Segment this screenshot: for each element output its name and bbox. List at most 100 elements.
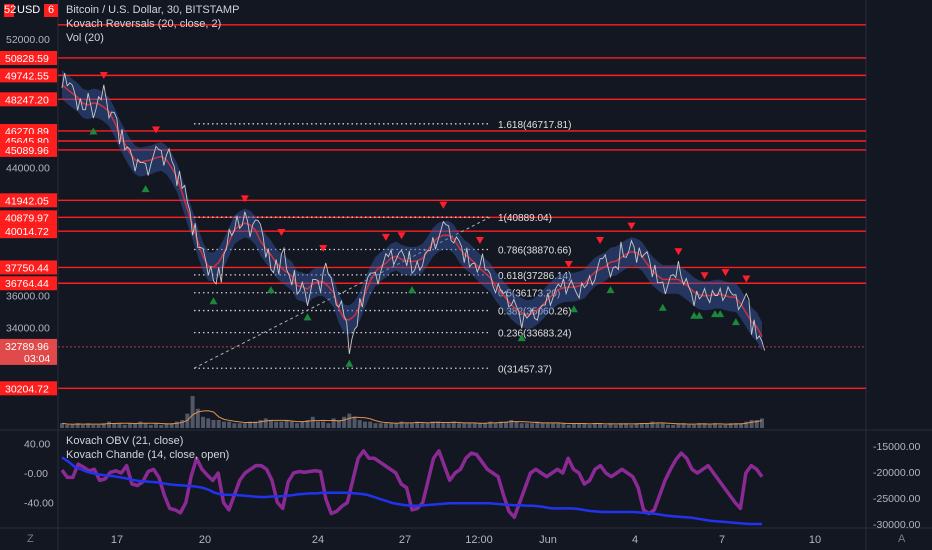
currency-badge: 6 — [44, 4, 58, 17]
volume-bar — [279, 421, 284, 428]
sell-marker — [152, 126, 161, 134]
volume-bar — [733, 423, 738, 428]
volume-bar — [754, 420, 759, 428]
indicator-kovach-reversals[interactable]: Kovach Reversals (20, close, 2) — [66, 18, 222, 30]
volume-bar — [180, 420, 185, 428]
volume-bar — [436, 421, 441, 428]
volume-bar — [112, 423, 117, 428]
buy-marker — [569, 305, 578, 313]
countdown-label: 03:04 — [24, 353, 50, 365]
volume-bar — [556, 423, 561, 428]
sell-marker — [674, 248, 683, 256]
volume-bar — [75, 423, 80, 428]
volume-bar — [410, 423, 414, 428]
volume-bar — [138, 421, 143, 428]
volume-bar — [107, 421, 112, 428]
volume-bar — [206, 418, 211, 428]
volume-bar — [389, 423, 394, 428]
obv-line — [61, 456, 762, 526]
symbol-title[interactable]: Bitcoin / U.S. Dollar, 30, BITSTAMP — [66, 4, 240, 16]
volume-bar — [613, 424, 618, 428]
time-tick: 4 — [632, 534, 638, 546]
volume-bar — [331, 418, 336, 428]
volume-bar — [477, 423, 482, 428]
buy-marker — [690, 311, 699, 319]
volume-bar — [488, 421, 493, 428]
volume-bar — [373, 423, 378, 428]
chande-line — [60, 449, 764, 519]
volume-bar — [686, 424, 691, 428]
volume-bar — [404, 423, 409, 428]
volume-bar — [566, 424, 571, 428]
volume-bar — [744, 421, 749, 428]
reversal-markers — [89, 72, 751, 367]
resistance-label-bg — [0, 276, 57, 291]
volume-bar — [509, 420, 514, 428]
volume-bar — [493, 423, 498, 428]
kovach-line — [61, 84, 763, 337]
zoom-button[interactable]: Z — [27, 533, 34, 545]
buy-marker — [710, 310, 719, 318]
volume-bar — [430, 421, 435, 428]
volume-bar — [639, 423, 644, 428]
resistance-label-bg — [0, 381, 57, 396]
buy-marker — [606, 286, 615, 294]
volume-bar — [86, 423, 91, 428]
resistance-label: 49742.55 — [5, 70, 49, 82]
volume-bar — [91, 424, 96, 428]
indicator-volume[interactable]: Vol (20) — [66, 32, 104, 44]
time-tick: 7 — [719, 534, 725, 546]
volume-bar — [760, 418, 764, 428]
buy-marker — [266, 286, 275, 294]
volume-bar — [457, 423, 462, 428]
fib-label: 0.618(37286.14) — [498, 271, 571, 282]
volume-bar — [739, 423, 744, 428]
volume-bar — [660, 423, 665, 428]
indicator-kovach-obv[interactable]: Kovach OBV (21, close) — [66, 435, 184, 447]
volume-bar — [561, 423, 566, 428]
volume-bar — [310, 416, 315, 428]
volume-bar — [295, 423, 300, 428]
time-axis: 17 20 24 27 12:00 Jun 4 7 10 — [111, 534, 821, 546]
volume-bar — [399, 421, 404, 428]
volume-ma-line — [61, 410, 763, 425]
currency-selector[interactable]: 52 USD 6 — [0, 3, 58, 19]
volume-bar — [169, 423, 174, 428]
volume-bar — [383, 423, 388, 428]
volume-bar — [300, 421, 305, 428]
auto-scale-button[interactable]: A — [898, 533, 906, 545]
sell-marker — [439, 201, 448, 209]
price-scale: 52000.00 44000.00 36000.00 34000.00 32789.96… — [0, 34, 866, 365]
volume-bar — [603, 424, 608, 428]
volume-bar — [587, 424, 592, 428]
volume-bar — [634, 423, 639, 428]
volume-bar — [315, 421, 320, 428]
fib-label: 0.786(38870.66) — [498, 246, 571, 257]
volume-bar — [336, 420, 341, 428]
buy-marker — [731, 318, 740, 326]
currency-label[interactable]: USD — [17, 4, 41, 16]
volume-bar — [263, 418, 268, 428]
volume-bar — [242, 423, 247, 428]
volume-bar — [232, 423, 237, 428]
oscillator-right-tick: -25000.00 — [873, 493, 920, 505]
volume-bar — [650, 421, 655, 428]
volume-bar — [305, 420, 310, 428]
buy-marker — [517, 334, 526, 342]
indicator-kovach-chande[interactable]: Kovach Chande (14, close, open) — [66, 449, 230, 461]
buy-marker — [695, 311, 704, 319]
volume-bar — [289, 421, 294, 428]
volume-bar — [598, 423, 603, 428]
volume-bar — [545, 423, 550, 428]
volume-bar — [237, 423, 242, 428]
oscillator-left-tick: -0.00 — [24, 468, 48, 480]
volume-bar — [441, 423, 446, 428]
volume-bar — [692, 424, 697, 428]
time-tick: 12:00 — [465, 534, 493, 546]
volume-bar — [101, 423, 106, 428]
time-tick: Jun — [539, 534, 557, 546]
fib-label: 0(31457.37) — [498, 364, 552, 375]
buy-marker — [716, 310, 725, 318]
resistance-label-bg — [0, 142, 57, 157]
